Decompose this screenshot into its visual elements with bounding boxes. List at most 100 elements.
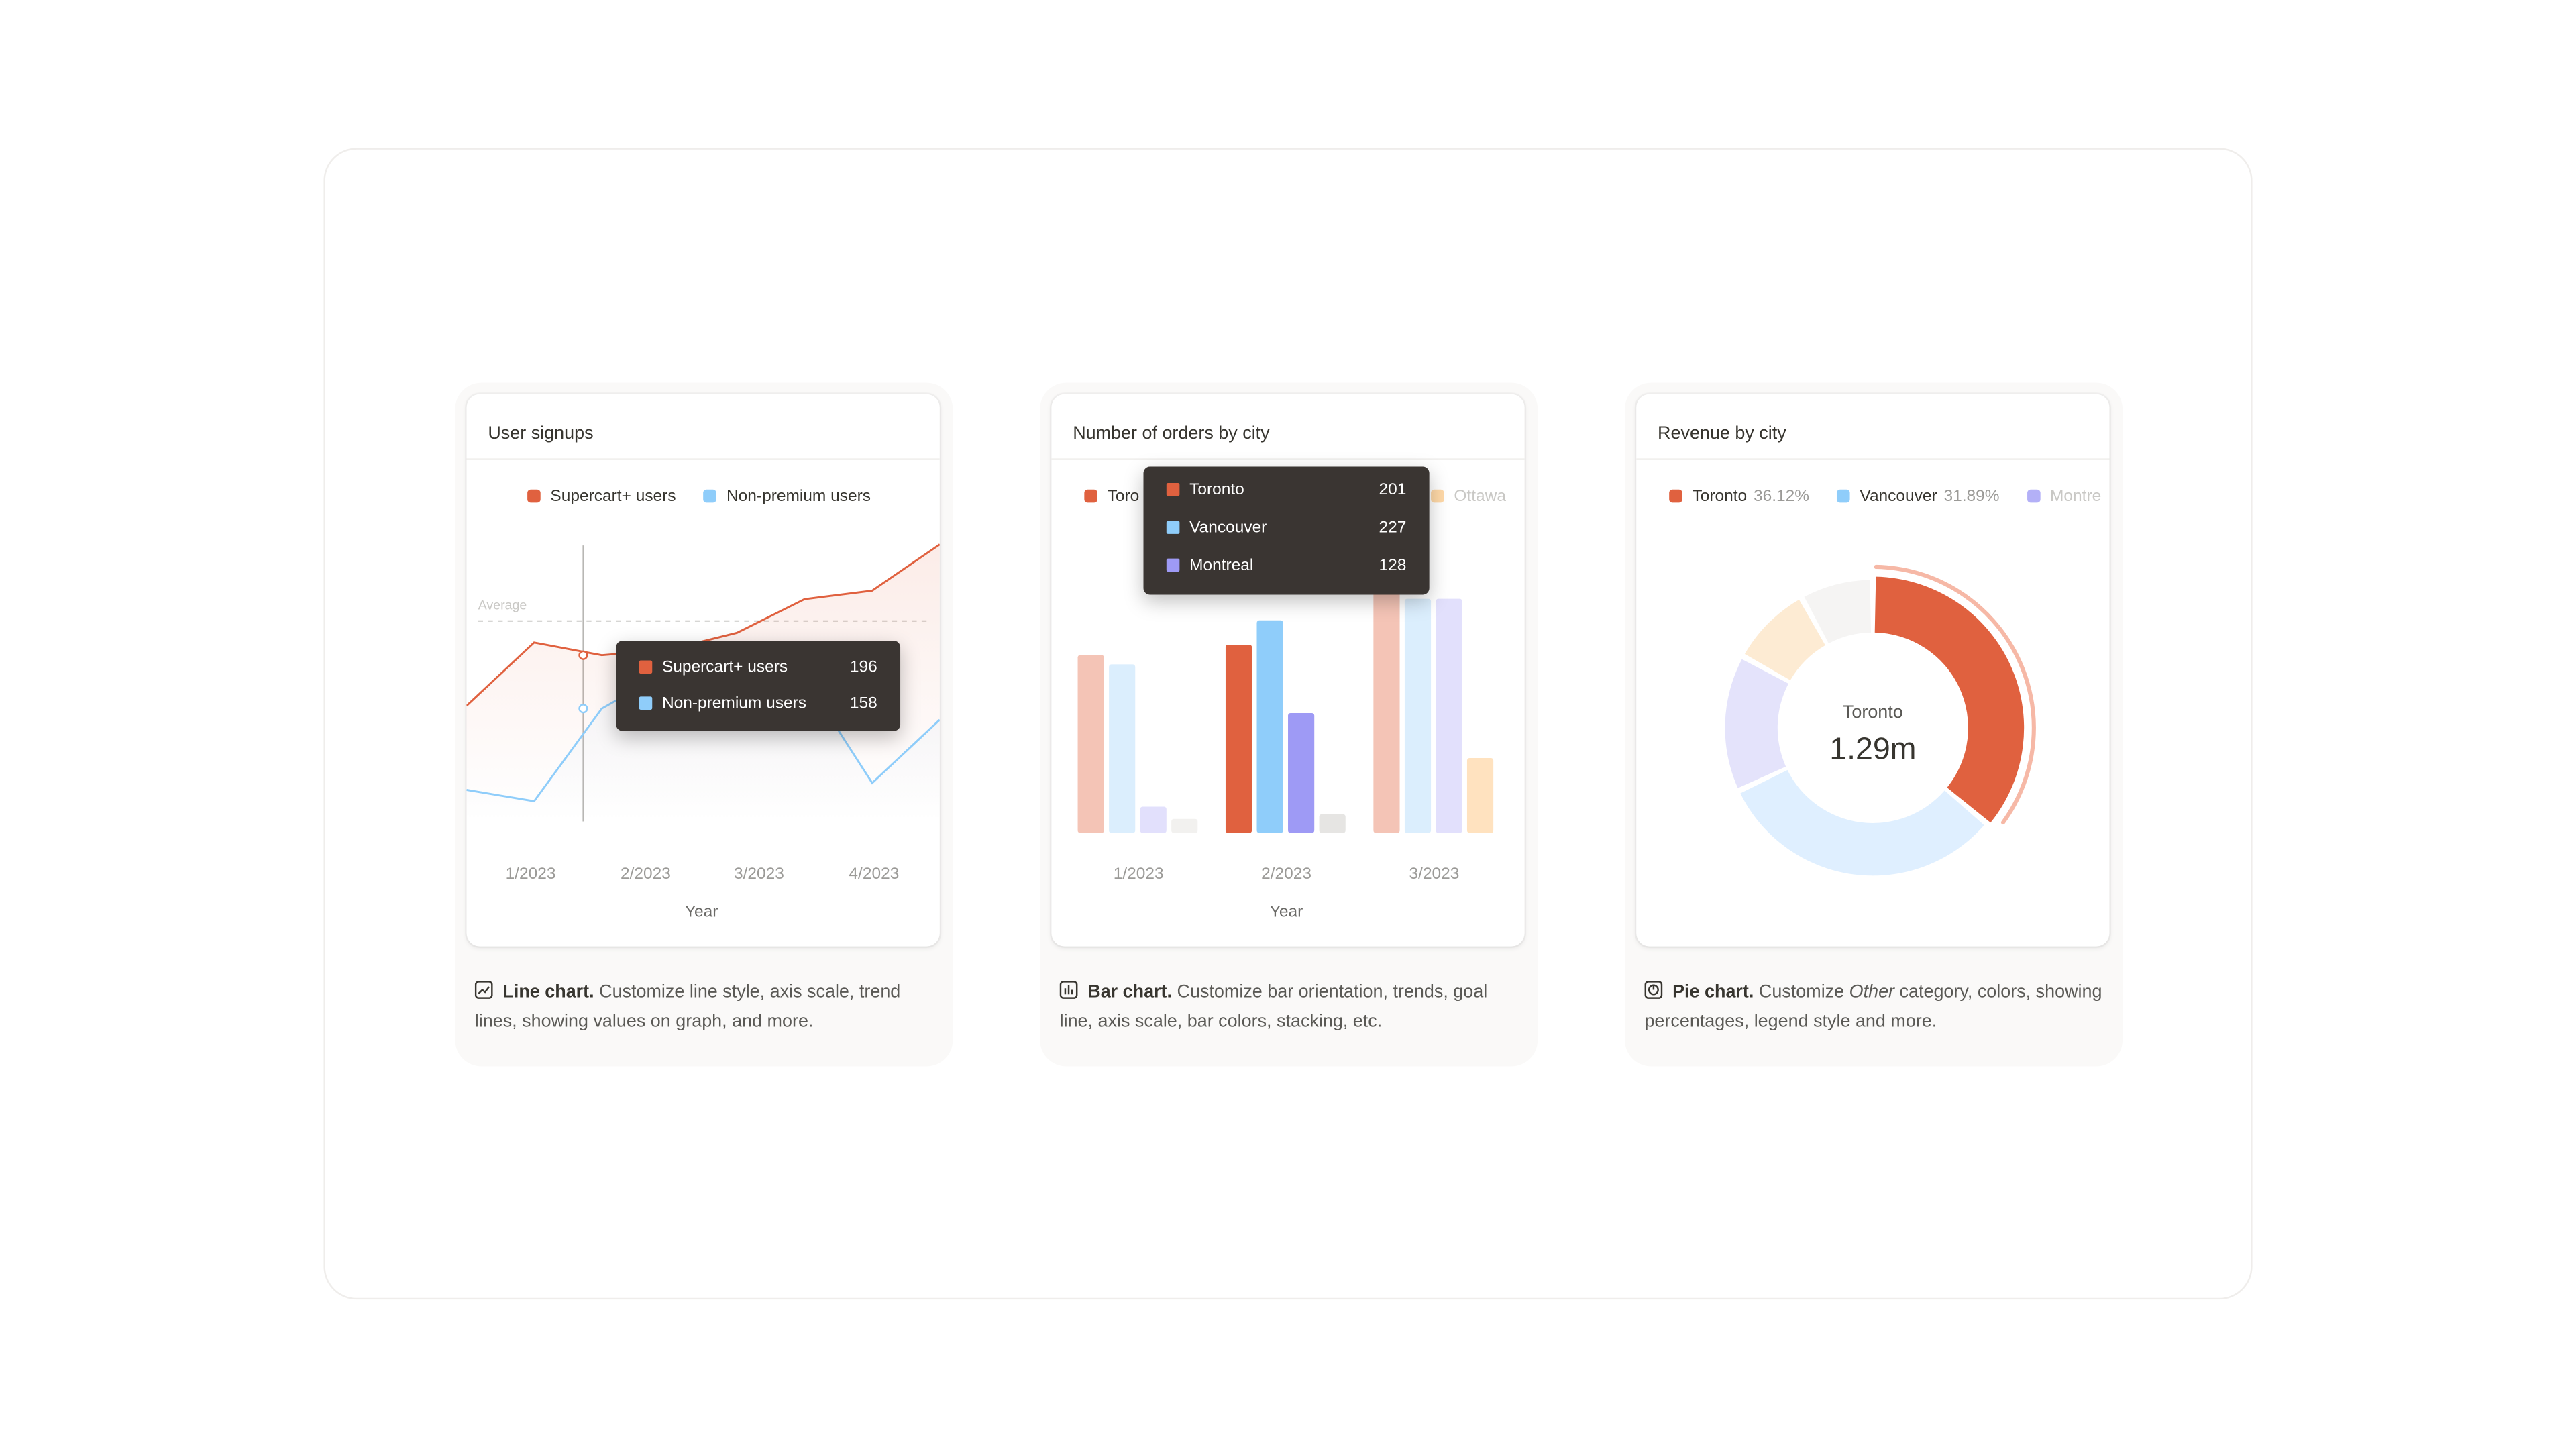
legend-label: Vancouver	[1860, 488, 1937, 506]
tooltip-row: Toronto 201	[1166, 481, 1407, 504]
pie-chart-icon	[1644, 981, 1663, 999]
legend-item[interactable]: Non-premium users	[703, 488, 871, 506]
legend-swatch	[2027, 489, 2041, 503]
chart-legend-faded: Ottawa	[1431, 488, 1525, 506]
description-title: Pie chart.	[1672, 982, 1754, 1002]
legend-percent: 36.12%	[1753, 488, 1810, 506]
donut-center-label: Toronto	[1842, 703, 1903, 723]
slice-highlight-arc	[1874, 564, 2036, 825]
x-tick-label: 1/2023	[505, 865, 556, 884]
slice-Montreal[interactable]	[1725, 659, 1789, 788]
slice-Toronto[interactable]	[1874, 576, 2025, 823]
chart-legend: Supercart+ users Non-premium users	[527, 488, 894, 506]
tooltip-value: 158	[849, 694, 877, 713]
tooltip-swatch	[1166, 558, 1180, 572]
bar-chart-plot[interactable]	[1051, 394, 1524, 947]
tooltip-row: Supercart+ users 196	[639, 659, 877, 682]
chart-legend: Toronto 36.12% Vancouver 31.89% Montre	[1669, 488, 2109, 506]
x-tick-label: 3/2023	[1409, 865, 1460, 884]
legend-label: Montre	[2049, 488, 2102, 506]
hover-point	[578, 650, 588, 660]
x-axis-title: Year	[1269, 903, 1303, 922]
series-area-1	[466, 663, 940, 822]
description-text: Customize line style, axis scale, trend …	[474, 982, 901, 1032]
x-axis-title: Year	[684, 903, 718, 922]
legend-swatch	[1669, 489, 1682, 503]
tooltip-label: Montreal	[1189, 557, 1254, 576]
bar-chart-tooltip: Toronto 201 Vancouver 227 Montreal 128	[1143, 466, 1430, 595]
bar-2/2023-Ottawa[interactable]	[1319, 814, 1346, 833]
bar-2/2023-Toronto[interactable]	[1225, 645, 1252, 833]
hover-point	[578, 704, 588, 714]
slice-Vancouver[interactable]	[1740, 769, 1984, 876]
bar-1/2023-Toronto[interactable]	[1077, 655, 1104, 833]
legend-item[interactable]: Toro	[1084, 488, 1139, 506]
slice-Other 2[interactable]	[1804, 580, 1872, 644]
divider	[466, 458, 940, 460]
legend-item[interactable]: Supercart+ users	[527, 488, 676, 506]
line-chart-tooltip: Supercart+ users 196 Non-premium users 158	[616, 641, 901, 731]
legend-item[interactable]: Vancouver 31.89%	[1837, 488, 2000, 506]
bar-3/2023-Montreal[interactable]	[1436, 598, 1462, 833]
tooltip-row: Non-premium users 158	[639, 695, 877, 718]
x-tick-label: 3/2023	[733, 865, 784, 884]
donut-center-value: 1.29m	[1829, 733, 1917, 767]
bar-chart-icon	[1059, 981, 1078, 999]
bar-2/2023-Montreal[interactable]	[1288, 712, 1315, 833]
tooltip-swatch	[1166, 483, 1180, 496]
bar-3/2023-Toronto[interactable]	[1373, 584, 1400, 833]
line-chart-feature: User signups Supercart+ users Non-premiu…	[455, 382, 953, 1067]
legend-swatch	[703, 489, 717, 503]
legend-item[interactable]: Montre	[2027, 488, 2102, 506]
description-title: Bar chart.	[1087, 982, 1173, 1002]
legend-swatch	[1431, 489, 1444, 503]
legend-label: Toronto	[1692, 488, 1748, 506]
line-chart-description: Line chart. Customize line style, axis s…	[475, 977, 935, 1036]
card-title: Revenue by city	[1658, 423, 1786, 444]
pie-chart-plot[interactable]	[1636, 394, 2109, 947]
tooltip-label: Vancouver	[1189, 519, 1267, 537]
bar-2/2023-Vancouver[interactable]	[1256, 620, 1283, 833]
legend-label: Non-premium users	[726, 488, 871, 506]
legend-item[interactable]: Ottawa	[1431, 488, 1506, 506]
divider	[1051, 458, 1525, 460]
x-tick-label: 1/2023	[1113, 865, 1164, 884]
legend-swatch	[1837, 489, 1850, 503]
bar-3/2023-Ottawa[interactable]	[1466, 757, 1494, 833]
tooltip-swatch	[639, 660, 653, 674]
pie-chart-description: Pie chart. Customize Other category, col…	[1644, 977, 2104, 1036]
tooltip-label: Non-premium users	[661, 694, 806, 713]
line-chart-icon	[474, 981, 493, 999]
line-chart-card: User signups Supercart+ users Non-premiu…	[466, 394, 940, 947]
legend-label: Toro	[1107, 488, 1140, 506]
bar-chart-description: Bar chart. Customize bar orientation, tr…	[1060, 977, 1520, 1036]
description-text: Customize	[1758, 982, 1849, 1002]
bar-1/2023-Montreal[interactable]	[1140, 806, 1167, 833]
description-text: category, colors, showing percentages, l…	[1644, 982, 2102, 1032]
legend-label: Supercart+ users	[550, 488, 676, 506]
x-tick-label: 2/2023	[620, 865, 671, 884]
slice-Other 1[interactable]	[1744, 599, 1825, 680]
bar-3/2023-Vancouver[interactable]	[1404, 598, 1432, 833]
pie-chart-feature: Revenue by city Toronto 36.12% Vancouver 3…	[1625, 382, 2123, 1067]
tooltip-swatch	[1166, 521, 1180, 534]
divider	[1636, 458, 2110, 460]
tooltip-row: Vancouver 227	[1166, 519, 1407, 542]
average-line-label: Average	[478, 598, 527, 613]
tooltip-value: 128	[1379, 557, 1407, 576]
legend-percent: 31.89%	[1943, 488, 2000, 506]
tooltip-value: 196	[849, 659, 877, 677]
legend-swatch	[1084, 489, 1097, 503]
tooltip-value: 201	[1379, 481, 1407, 500]
bar-1/2023-Ottawa[interactable]	[1171, 818, 1198, 833]
x-tick-label: 2/2023	[1261, 865, 1312, 884]
tooltip-swatch	[639, 696, 653, 710]
description-emphasis: Other	[1849, 982, 1895, 1002]
card-title: Number of orders by city	[1073, 423, 1270, 444]
card-title: User signups	[488, 423, 594, 444]
legend-item[interactable]: Toronto 36.12%	[1669, 488, 1809, 506]
bar-1/2023-Vancouver[interactable]	[1109, 664, 1136, 833]
tooltip-value: 227	[1379, 519, 1407, 537]
description-title: Line chart.	[502, 982, 594, 1002]
